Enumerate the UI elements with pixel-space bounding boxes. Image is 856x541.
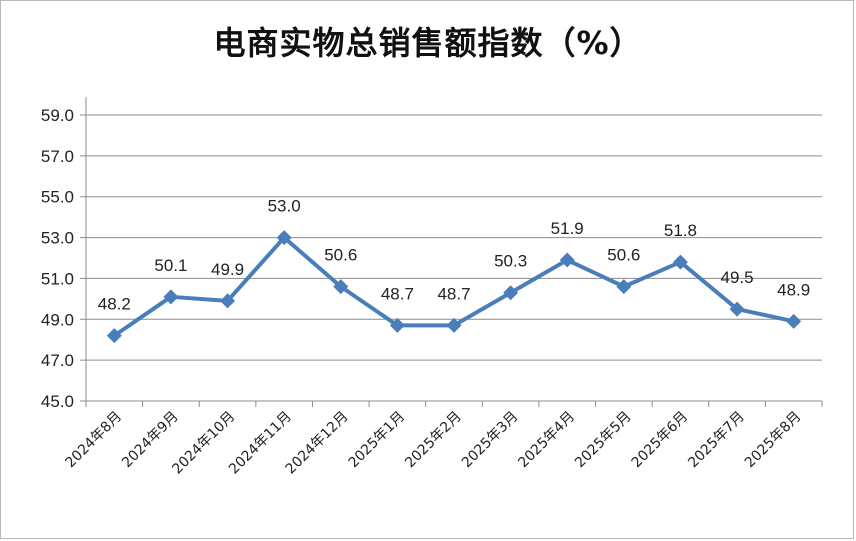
data-point-marker xyxy=(616,279,632,295)
y-tick-label: 51.0 xyxy=(41,269,74,288)
data-point-marker xyxy=(389,317,405,333)
data-label: 48.2 xyxy=(98,295,131,314)
data-labels: 48.2 50.1 49.9 53.0 50.6 48.7 48.7 50.3 51.9 50.6… xyxy=(98,197,810,314)
data-point-marker xyxy=(672,254,688,270)
data-label: 50.6 xyxy=(324,246,357,265)
data-label: 50.3 xyxy=(494,252,527,271)
data-point-marker xyxy=(729,301,745,317)
data-point-marker xyxy=(276,230,292,246)
x-tick-label: 2025年7月 xyxy=(685,409,748,472)
x-tick-label: 2025年4月 xyxy=(515,409,578,472)
data-point-marker xyxy=(106,328,122,344)
x-tick-label: 2025年6月 xyxy=(629,409,692,472)
x-tick-label: 2025年3月 xyxy=(459,409,522,472)
y-tick-label: 45.0 xyxy=(41,392,74,411)
data-label: 49.5 xyxy=(721,268,754,287)
data-markers xyxy=(106,230,802,344)
x-tick-label: 2024年9月 xyxy=(119,409,182,472)
axes xyxy=(80,97,823,407)
data-label: 50.1 xyxy=(154,256,187,275)
y-tick-label: 49.0 xyxy=(41,310,74,329)
data-label: 50.6 xyxy=(607,246,640,265)
x-tick-label: 2024年8月 xyxy=(63,409,126,472)
y-tick-label: 59.0 xyxy=(41,106,74,125)
y-tick-label: 53.0 xyxy=(41,229,74,248)
data-label: 48.9 xyxy=(777,280,810,299)
y-tick-label: 57.0 xyxy=(41,147,74,166)
data-label: 51.8 xyxy=(664,221,697,240)
data-label: 51.9 xyxy=(551,219,584,238)
data-label: 48.7 xyxy=(381,284,414,303)
y-tick-labels: 45.0 47.0 49.0 51.0 53.0 55.0 57.0 59.0 xyxy=(41,106,74,411)
data-label: 49.9 xyxy=(211,260,244,279)
data-point-marker xyxy=(220,293,236,309)
chart-title: 电商实物总销售额指数（%） xyxy=(213,24,643,62)
x-tick-label: 2025年1月 xyxy=(346,409,409,472)
data-point-marker xyxy=(786,313,802,329)
data-point-marker xyxy=(333,279,349,295)
data-label: 48.7 xyxy=(437,284,470,303)
x-tick-label: 2025年5月 xyxy=(572,409,635,472)
y-tick-label: 55.0 xyxy=(41,188,74,207)
data-point-marker xyxy=(163,289,179,305)
data-point-marker xyxy=(503,285,519,301)
x-tick-label: 2025年8月 xyxy=(742,409,805,472)
data-point-marker xyxy=(559,252,575,268)
x-tick-label: 2025年2月 xyxy=(402,409,465,472)
data-point-marker xyxy=(446,317,462,333)
y-tick-label: 47.0 xyxy=(41,351,74,370)
x-tick-labels: 2024年8月2024年9月2024年10月2024年11月2024年12月20… xyxy=(63,409,805,478)
data-label: 53.0 xyxy=(268,197,301,216)
